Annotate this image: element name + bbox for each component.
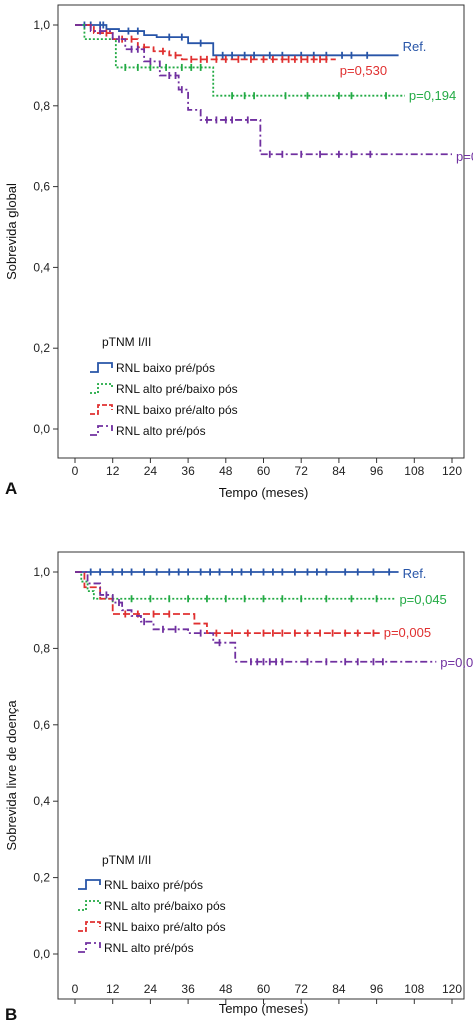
y-axis-title: Sobrevida livre de doença [4, 700, 19, 851]
survival-curve [75, 571, 437, 663]
panel-b: 0 12 24 36 48 60 72 84 96 108 120 0,0 0,2 0,4 0,6 0,8 1,… [4, 551, 473, 1024]
x-tick-label: 60 [257, 464, 271, 478]
series-end-label: p=0,005 [384, 625, 431, 640]
x-tick-label: 24 [144, 982, 158, 996]
legend-label: RNL baixo pré/alto pós [116, 403, 238, 417]
y-tick-label: 0,0 [33, 422, 50, 436]
legend-label: RNL alto pré/pós [104, 941, 194, 955]
legend-label: RNL alto pré/baixo pós [104, 899, 226, 913]
x-tick-label: 24 [144, 464, 158, 478]
survival-curve [75, 24, 336, 61]
x-tick-label: 108 [404, 982, 424, 996]
x-tick-label: 84 [332, 982, 346, 996]
legend-swatch [78, 900, 101, 911]
legend-swatch [90, 362, 113, 373]
y-tick-label: 0,2 [33, 871, 50, 885]
legend-title: pTNM I/II [102, 853, 151, 867]
legend-swatch [90, 425, 113, 436]
legend-swatch [90, 404, 113, 415]
x-tick-label: 48 [219, 982, 233, 996]
x-tick-label: 48 [219, 464, 233, 478]
legend-title: pTNM I/II [102, 335, 151, 349]
series-end-label: p=0,530 [340, 63, 387, 78]
y-tick-label: 1,0 [33, 565, 50, 579]
y-tick-label: 0,2 [33, 341, 50, 355]
series-end-label: p=0,045 [399, 592, 446, 607]
series-0: Ref. [75, 566, 426, 581]
y-tick-label: 0,0 [33, 947, 50, 961]
legend-label: RNL baixo pré/alto pós [104, 920, 226, 934]
series-1: p=0,045 [75, 571, 447, 607]
x-axis-title: Tempo (meses) [219, 485, 309, 500]
legend-label: RNL baixo pré/pós [104, 878, 203, 892]
x-tick-label: 84 [332, 464, 346, 478]
series-3: p=0,001 [75, 571, 473, 670]
series-3: p=0,016 [75, 24, 473, 164]
y-tick-label: 0,8 [33, 99, 50, 113]
series-1: p=0,194 [75, 24, 456, 103]
y-axis-title: Sobrevida global [4, 183, 19, 280]
y-tick-label: 0,8 [33, 641, 50, 655]
y-tick-label: 0,4 [33, 260, 50, 274]
x-tick-label: 72 [295, 982, 309, 996]
x-tick-label: 96 [370, 982, 384, 996]
legend: pTNM I/II RNL baixo pré/pós RNL alto pré/b… [90, 335, 238, 438]
series-0: Ref. [75, 21, 427, 59]
legend-label: RNL alto pré/baixo pós [116, 382, 238, 396]
legend-swatch [78, 921, 101, 932]
x-tick-label: 96 [370, 464, 384, 478]
y-tick-label: 0,4 [33, 794, 50, 808]
panel-letter: B [5, 1005, 17, 1024]
x-axis-title: Tempo (meses) [219, 1001, 309, 1016]
y-tick-label: 0,6 [33, 718, 50, 732]
series-2: p=0,005 [75, 571, 431, 640]
series-end-label: Ref. [403, 39, 427, 54]
x-tick-label: 120 [442, 464, 462, 478]
panel-letter: A [5, 479, 17, 498]
survival-curve [75, 571, 380, 635]
x-tick-label: 0 [72, 982, 79, 996]
survival-curve [75, 571, 396, 600]
survival-curve [75, 24, 399, 57]
series-end-label: p=0,194 [409, 88, 456, 103]
legend-swatch [90, 383, 113, 394]
y-tick-label: 0,6 [33, 180, 50, 194]
legend-label: RNL alto pré/pós [116, 424, 206, 438]
plot-frame [57, 551, 465, 1000]
x-tick-label: 36 [181, 982, 195, 996]
x-tick-label: 12 [106, 982, 120, 996]
plot-frame [57, 4, 465, 459]
x-tick-label: 0 [72, 464, 79, 478]
x-tick-label: 108 [404, 464, 424, 478]
legend-label: RNL baixo pré/pós [116, 361, 215, 375]
survival-curve [75, 24, 405, 97]
x-tick-label: 72 [295, 464, 309, 478]
series-end-label: p=0,016 [456, 149, 473, 164]
panel-a: 0 12 24 36 48 60 72 84 96 108 120 0,0 0,2 0,4 0,6 0,8 1,… [4, 4, 473, 500]
legend-swatch [78, 942, 101, 953]
series-2: p=0,530 [75, 24, 387, 78]
legend-swatch [78, 879, 101, 890]
series-end-label: p=0,001 [440, 655, 473, 670]
legend: pTNM I/II RNL baixo pré/pós RNL alto pré/b… [78, 853, 226, 955]
x-tick-label: 36 [181, 464, 195, 478]
series-end-label: Ref. [403, 566, 427, 581]
survival-curve [75, 24, 452, 156]
x-tick-label: 120 [442, 982, 462, 996]
x-tick-label: 60 [257, 982, 271, 996]
x-tick-label: 12 [106, 464, 120, 478]
y-tick-label: 1,0 [33, 18, 50, 32]
